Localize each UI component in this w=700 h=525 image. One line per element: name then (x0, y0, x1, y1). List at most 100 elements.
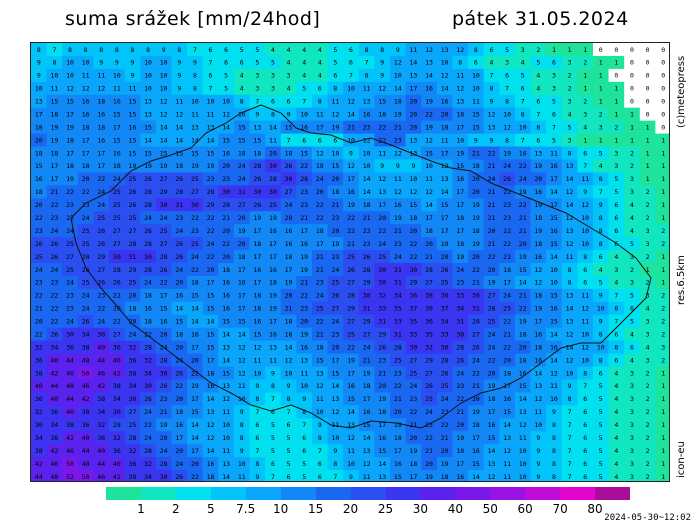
legend-label: 40 (447, 502, 463, 516)
map-cell (655, 379, 669, 394)
map-cell (187, 211, 204, 225)
map-cell (343, 224, 360, 238)
cell-value: 6 (583, 434, 587, 442)
cell-value: 8 (318, 98, 322, 106)
cell-value: 27 (129, 227, 137, 235)
cell-value: 24 (82, 292, 90, 300)
map-cell (592, 224, 610, 238)
cell-value: 0 (661, 46, 665, 54)
cell-value: 14 (363, 175, 371, 183)
cell-value: 2 (646, 447, 650, 455)
map-cell (405, 81, 422, 96)
map-cell (343, 470, 360, 481)
cell-value: 9 (287, 382, 291, 390)
cell-value: 18 (316, 227, 324, 235)
map-cell (62, 405, 79, 419)
map-cell (592, 159, 610, 174)
cell-value: 23 (35, 279, 43, 287)
map-cell (561, 94, 578, 109)
map-cell (93, 159, 110, 174)
cell-value: 0 (630, 59, 634, 67)
cell-value: 23 (331, 214, 339, 222)
cell-value: 20 (175, 395, 183, 403)
map-cell (592, 237, 610, 251)
map-cell (655, 68, 669, 83)
cell-value: 9 (396, 162, 400, 170)
cell-value: 20 (238, 240, 246, 248)
cell-value: 10 (550, 279, 558, 287)
cell-value: 44 (66, 395, 74, 403)
map-cell (639, 43, 656, 57)
map-cell (31, 405, 48, 419)
map-cell (202, 172, 219, 186)
map-cell (280, 340, 297, 355)
map-cell (577, 250, 594, 264)
map-cell (639, 392, 656, 406)
map-cell (577, 275, 594, 290)
cell-value: 25 (347, 330, 355, 338)
map-cell (327, 146, 344, 161)
cell-value: 30 (410, 343, 418, 351)
map-cell (31, 159, 48, 174)
cell-value: 7 (614, 292, 618, 300)
map-cell (514, 340, 532, 355)
cell-value: 6 (349, 59, 353, 67)
cell-value: 24 (363, 343, 371, 351)
cell-value: 8 (255, 460, 259, 468)
map-cell (546, 185, 563, 199)
cell-value: 11 (378, 149, 386, 157)
cell-value: 0 (614, 72, 618, 80)
cell-value: 44 (97, 460, 105, 468)
cell-value: 22 (488, 253, 496, 261)
map-cell (592, 327, 610, 342)
cell-value: 23 (191, 227, 199, 235)
map-cell (62, 288, 79, 303)
map-cell (280, 81, 297, 96)
cell-value: 21 (519, 227, 527, 235)
cell-value: 5 (271, 421, 275, 429)
map-cell (608, 133, 625, 148)
cell-value: 21 (363, 214, 371, 222)
cell-value: 12 (363, 136, 371, 144)
legend-label: 15 (307, 502, 324, 516)
map-cell (202, 211, 219, 225)
cell-value: 26 (441, 266, 449, 274)
cell-value: 19 (456, 434, 464, 442)
cell-value: 22 (503, 227, 511, 235)
cell-value: 21 (456, 408, 464, 416)
cell-value: 16 (534, 330, 542, 338)
cell-value: 10 (300, 382, 308, 390)
cell-value: 20 (534, 175, 542, 183)
map-cell (218, 94, 235, 109)
map-cell (202, 379, 219, 394)
cell-value: 24 (191, 253, 199, 261)
map-cell (390, 392, 407, 406)
cell-value: 38 (35, 369, 43, 377)
map-cell (171, 263, 188, 277)
map-cell (296, 146, 313, 161)
map-cell (374, 405, 391, 419)
cell-value: 2 (646, 382, 650, 390)
map-cell (421, 211, 438, 225)
map-cell (343, 444, 360, 458)
map-cell (62, 146, 79, 161)
cell-value: 12 (566, 240, 574, 248)
cell-value: 30 (269, 188, 277, 196)
map-cell (421, 353, 438, 368)
map-cell (327, 43, 344, 57)
map-cell (655, 418, 669, 432)
cell-value: 17 (285, 266, 293, 274)
cell-value: 10 (144, 59, 152, 67)
map-cell (62, 250, 79, 264)
cell-value: 7 (349, 72, 353, 80)
cell-value: 18 (331, 188, 339, 196)
map-cell (280, 366, 297, 381)
cell-value: 18 (456, 240, 464, 248)
map-cell (639, 366, 656, 381)
map-cell (249, 405, 266, 419)
cell-value: 18 (410, 460, 418, 468)
map-cell (155, 120, 173, 135)
map-cell (124, 198, 141, 212)
map-cell (77, 418, 95, 432)
cell-value: 16 (363, 110, 371, 118)
